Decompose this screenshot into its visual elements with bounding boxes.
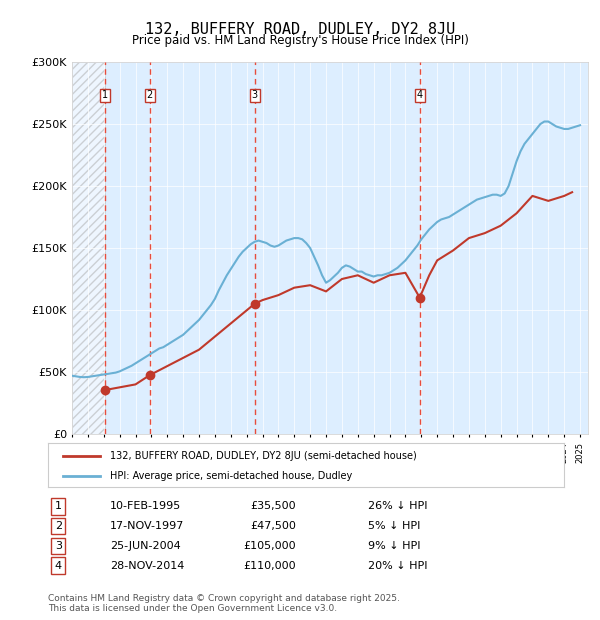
Text: £47,500: £47,500 [250,521,296,531]
Text: 3: 3 [55,541,62,551]
Text: 2: 2 [146,91,153,100]
Text: 1: 1 [55,502,62,512]
Bar [72,62,106,434]
Text: 28-NOV-2014: 28-NOV-2014 [110,560,184,571]
Text: 9% ↓ HPI: 9% ↓ HPI [368,541,421,551]
Text: 17-NOV-1997: 17-NOV-1997 [110,521,184,531]
Text: 20% ↓ HPI: 20% ↓ HPI [368,560,427,571]
Text: 25-JUN-2004: 25-JUN-2004 [110,541,181,551]
Text: 2: 2 [55,521,62,531]
Text: 132, BUFFERY ROAD, DUDLEY, DY2 8JU: 132, BUFFERY ROAD, DUDLEY, DY2 8JU [145,22,455,37]
Text: 5% ↓ HPI: 5% ↓ HPI [368,521,420,531]
Text: 4: 4 [55,560,62,571]
Text: 132, BUFFERY ROAD, DUDLEY, DY2 8JU (semi-detached house): 132, BUFFERY ROAD, DUDLEY, DY2 8JU (semi… [110,451,416,461]
Text: Price paid vs. HM Land Registry's House Price Index (HPI): Price paid vs. HM Land Registry's House … [131,34,469,47]
Text: 4: 4 [416,91,423,100]
Text: 26% ↓ HPI: 26% ↓ HPI [368,502,427,512]
Text: £105,000: £105,000 [243,541,296,551]
Text: 3: 3 [251,91,257,100]
Text: £35,500: £35,500 [250,502,296,512]
Text: Contains HM Land Registry data © Crown copyright and database right 2025.
This d: Contains HM Land Registry data © Crown c… [48,594,400,613]
Text: 10-FEB-1995: 10-FEB-1995 [110,502,181,512]
Text: 1: 1 [102,91,109,100]
Text: £110,000: £110,000 [243,560,296,571]
Text: HPI: Average price, semi-detached house, Dudley: HPI: Average price, semi-detached house,… [110,471,352,481]
